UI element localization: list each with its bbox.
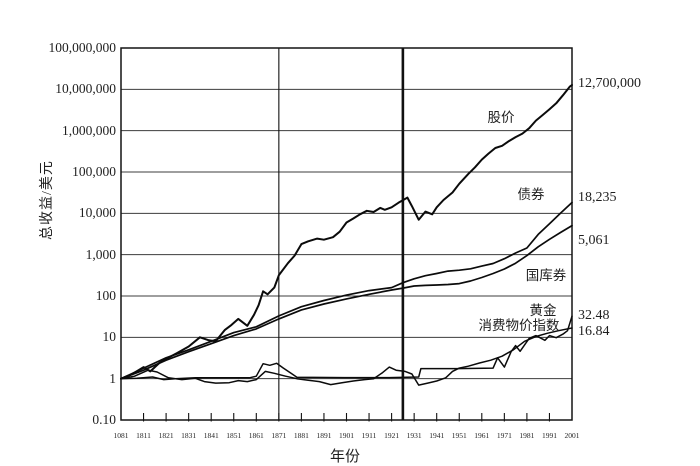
x-tick-label: 1911 xyxy=(361,431,377,440)
y-tick-label: 10,000,000 xyxy=(55,81,116,97)
y-tick-label: 100,000 xyxy=(72,164,116,179)
x-tick-label: 1851 xyxy=(226,431,242,440)
y-tick-label: 100,000,000 xyxy=(48,40,117,55)
x-tick-label: 1841 xyxy=(203,431,219,440)
x-tick-label: 1991 xyxy=(541,431,557,440)
x-tick-label: 1831 xyxy=(181,431,197,440)
x-tick-label: 1891 xyxy=(316,431,332,440)
y-tick-label: 100 xyxy=(95,288,116,303)
series-label: 消费物价指数 xyxy=(478,318,560,333)
x-tick-label: 1981 xyxy=(519,431,535,440)
series-end-value: 12,700,000 xyxy=(578,76,641,91)
x-tick-label: 1951 xyxy=(451,431,467,440)
x-tick-label: 1881 xyxy=(293,431,309,440)
series-line-5 xyxy=(120,327,573,386)
x-axis-title: 年份 xyxy=(329,449,360,465)
plot-border xyxy=(120,47,573,421)
x-tick-label: 1931 xyxy=(406,431,422,440)
x-tick-label: 1081 xyxy=(113,431,129,440)
series-end-value: 16.84 xyxy=(578,324,610,339)
series-end-value: 5,061 xyxy=(578,233,610,248)
x-tick-label: 1811 xyxy=(136,431,151,440)
x-tick-label: 1821 xyxy=(158,431,174,440)
series-line-4 xyxy=(120,315,573,381)
y-tick-label: 1,000 xyxy=(85,246,116,262)
series-line-3 xyxy=(120,224,573,380)
x-tick-label: 1871 xyxy=(271,431,287,440)
y-tick-label: 1,000,000 xyxy=(62,122,116,138)
series-label: 国库券 xyxy=(525,268,567,283)
x-tick-label: 2001 xyxy=(564,431,580,440)
series-label: 股价 xyxy=(487,110,515,125)
series-line-2 xyxy=(120,201,573,380)
y-tick-label: 10 xyxy=(102,329,117,345)
x-tick-label: 1971 xyxy=(496,431,512,440)
y-tick-label: 1 xyxy=(109,370,116,386)
series-label: 黄金 xyxy=(529,303,557,318)
series-end-value: 32.48 xyxy=(578,308,610,323)
x-tick-label: 1921 xyxy=(384,431,400,440)
x-tick-label: 1941 xyxy=(429,431,445,440)
y-tick-label: 0.10 xyxy=(92,412,116,427)
series-line-1 xyxy=(120,84,573,380)
x-tick-label: 1961 xyxy=(474,431,490,440)
x-tick-label: 1861 xyxy=(248,431,264,440)
x-tick-label: 1901 xyxy=(339,431,354,440)
series-label: 债券 xyxy=(517,187,545,202)
series-end-value: 18,235 xyxy=(578,190,617,205)
y-tick-label: 10,000 xyxy=(78,205,116,221)
